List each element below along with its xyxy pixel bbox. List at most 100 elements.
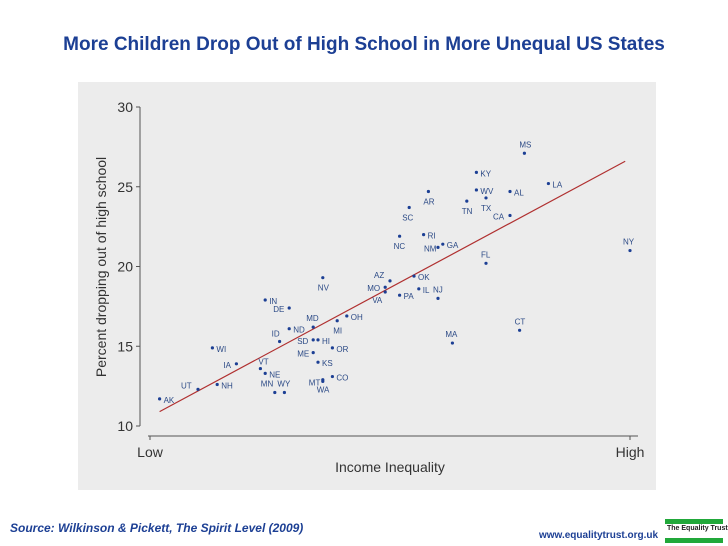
data-point-ut xyxy=(196,387,200,391)
data-point-ct xyxy=(518,328,522,332)
point-label-al: AL xyxy=(514,189,524,198)
point-label-vt: VT xyxy=(258,358,268,367)
point-label-nc: NC xyxy=(394,242,406,251)
point-label-la: LA xyxy=(552,181,562,190)
point-label-wa: WA xyxy=(317,386,330,395)
data-point-al xyxy=(508,189,512,194)
data-point-mo xyxy=(383,285,387,289)
point-label-wy: WY xyxy=(277,380,291,389)
source-citation: Source: Wilkinson & Pickett, The Spirit … xyxy=(10,521,304,535)
point-label-sd: SD xyxy=(297,337,308,346)
data-point-ri xyxy=(422,233,426,237)
data-point-pa xyxy=(398,293,402,297)
data-point-ak xyxy=(158,397,162,401)
y-tick-label: 20 xyxy=(117,259,133,275)
website-link[interactable]: www.equalitytrust.org.uk xyxy=(539,530,659,541)
data-point-me xyxy=(311,351,315,355)
point-label-hi: HI xyxy=(322,337,330,346)
data-point-mn xyxy=(273,390,277,395)
data-point-wv xyxy=(474,188,478,192)
data-point-tx xyxy=(484,196,488,200)
point-label-nm: NM xyxy=(424,244,437,253)
data-point-ar xyxy=(426,189,430,194)
data-point-oh xyxy=(345,314,349,318)
logo-text: The Equality Trust xyxy=(667,525,728,532)
data-point-nj xyxy=(436,296,440,300)
point-label-id: ID xyxy=(272,329,280,338)
point-label-va: VA xyxy=(372,296,383,305)
data-point-wy xyxy=(282,390,286,395)
point-label-ok: OK xyxy=(418,273,430,282)
point-label-ct: CT xyxy=(515,317,526,326)
y-ticks: 10 15 20 25 30 xyxy=(117,99,140,434)
point-label-ia: IA xyxy=(223,361,231,370)
y-tick-label: 25 xyxy=(117,179,133,195)
data-point-nd xyxy=(287,327,291,331)
point-label-ne: NE xyxy=(269,370,280,379)
data-point-nv xyxy=(321,276,325,280)
point-label-tx: TX xyxy=(481,204,492,213)
point-label-ar: AR xyxy=(423,198,434,207)
y-tick-label: 30 xyxy=(117,99,133,115)
point-label-wi: WI xyxy=(216,345,226,354)
data-point-il xyxy=(417,287,421,291)
data-point-la xyxy=(546,181,551,186)
point-label-ky: KY xyxy=(480,169,491,178)
data-point-az xyxy=(388,279,392,283)
data-point-de xyxy=(287,306,291,310)
data-point-ok xyxy=(412,274,416,278)
data-point-ca xyxy=(508,213,512,218)
data-point-hi xyxy=(316,338,320,342)
plot-panel xyxy=(78,82,656,490)
point-label-ny: NY xyxy=(623,238,635,247)
point-label-or: OR xyxy=(336,345,348,354)
point-label-ks: KS xyxy=(322,359,333,368)
data-point-ne xyxy=(263,371,267,375)
point-label-pa: PA xyxy=(404,292,415,301)
trend-line xyxy=(159,160,626,413)
point-label-ut: UT xyxy=(181,381,192,390)
data-point-wa xyxy=(321,378,325,382)
x-ticks: Low High xyxy=(137,436,644,460)
point-label-ma: MA xyxy=(445,330,458,339)
point-label-md: MD xyxy=(306,314,319,323)
point-label-de: DE xyxy=(273,305,284,314)
point-label-ri: RI xyxy=(428,232,436,241)
data-point-sc xyxy=(407,205,411,210)
data-point-or xyxy=(330,346,334,350)
data-point-sd xyxy=(311,338,315,342)
point-label-az: AZ xyxy=(374,271,384,280)
point-label-mn: MN xyxy=(261,380,274,389)
data-point-nh xyxy=(215,382,219,387)
data-point-co xyxy=(330,374,334,379)
data-point-ky xyxy=(474,170,478,174)
point-label-nj: NJ xyxy=(433,285,443,294)
chart-title: More Children Drop Out of High School in… xyxy=(63,34,665,55)
data-point-id xyxy=(278,339,282,344)
point-label-mo: MO xyxy=(367,284,380,293)
data-point-ny xyxy=(628,248,632,253)
y-tick-label: 15 xyxy=(117,338,133,354)
data-point-va xyxy=(383,290,387,294)
point-label-nh: NH xyxy=(221,382,233,391)
data-point-nm xyxy=(436,245,440,249)
point-label-ca: CA xyxy=(493,212,505,221)
x-tick-label: High xyxy=(616,444,645,460)
data-point-ms xyxy=(522,151,527,155)
point-label-nd: ND xyxy=(293,326,305,335)
data-point-md xyxy=(311,325,315,329)
point-label-sc: SC xyxy=(402,213,413,222)
y-axis-label: Percent dropping out of high school xyxy=(93,157,109,377)
equality-trust-logo: The Equality Trust xyxy=(665,519,728,543)
point-label-oh: OH xyxy=(351,313,363,322)
data-point-ma xyxy=(450,341,454,345)
point-label-mi: MI xyxy=(333,327,342,336)
data-point-ks xyxy=(316,360,320,364)
data-point-ga xyxy=(441,242,445,246)
data-point-nc xyxy=(398,234,402,238)
point-label-ms: MS xyxy=(519,140,531,149)
data-point-tn xyxy=(465,199,469,203)
data-point-mi xyxy=(335,319,339,323)
